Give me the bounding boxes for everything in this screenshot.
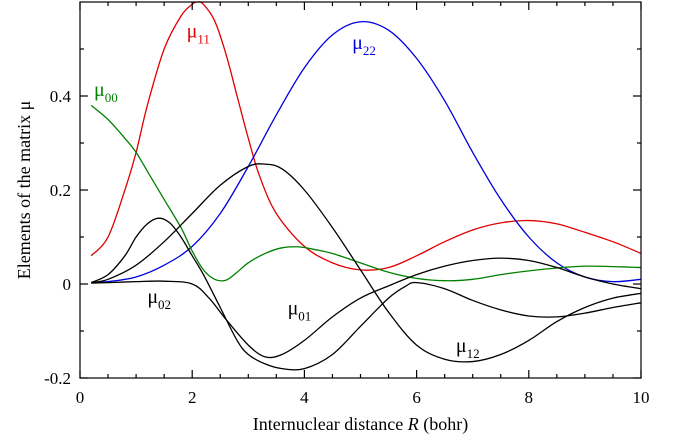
x-tick-label: 6 xyxy=(412,388,421,407)
series-labels-layer: μ11 μ22 μ00 μ02 μ01 μ12 xyxy=(94,20,480,361)
series-line-11 xyxy=(90,1,642,271)
series-line-02 xyxy=(91,257,642,359)
series-label-02: μ02 xyxy=(147,286,171,312)
series-label-01: μ01 xyxy=(288,298,312,324)
x-tick-label: 8 xyxy=(525,388,534,407)
y-tick-label: 0.2 xyxy=(50,181,71,200)
x-axis-title: Internuclear distance R (bohr) xyxy=(253,414,468,435)
y-tick-label: -0.2 xyxy=(44,369,71,388)
series-label-00: μ00 xyxy=(94,79,118,105)
ticks-layer: 0 2 4 6 8 10 -0.2 0 0.2 0.4 xyxy=(44,2,650,407)
curves-layer xyxy=(90,1,642,371)
y-tick-label: 0 xyxy=(63,275,72,294)
x-tick-label: 0 xyxy=(76,388,85,407)
y-tick-label: 0.4 xyxy=(50,87,72,106)
x-tick-label: 4 xyxy=(300,388,309,407)
y-axis-title: Elements of the matrix μ xyxy=(14,101,34,280)
series-label-22: μ22 xyxy=(352,32,376,58)
series-line-22 xyxy=(91,20,642,284)
series-line-12 xyxy=(91,163,642,363)
series-line-00 xyxy=(90,104,642,282)
x-tick-label: 2 xyxy=(188,388,197,407)
series-label-12: μ12 xyxy=(456,335,480,361)
series-label-11: μ11 xyxy=(187,20,210,46)
x-tick-label: 10 xyxy=(633,388,650,407)
series-line-01 xyxy=(90,217,642,371)
